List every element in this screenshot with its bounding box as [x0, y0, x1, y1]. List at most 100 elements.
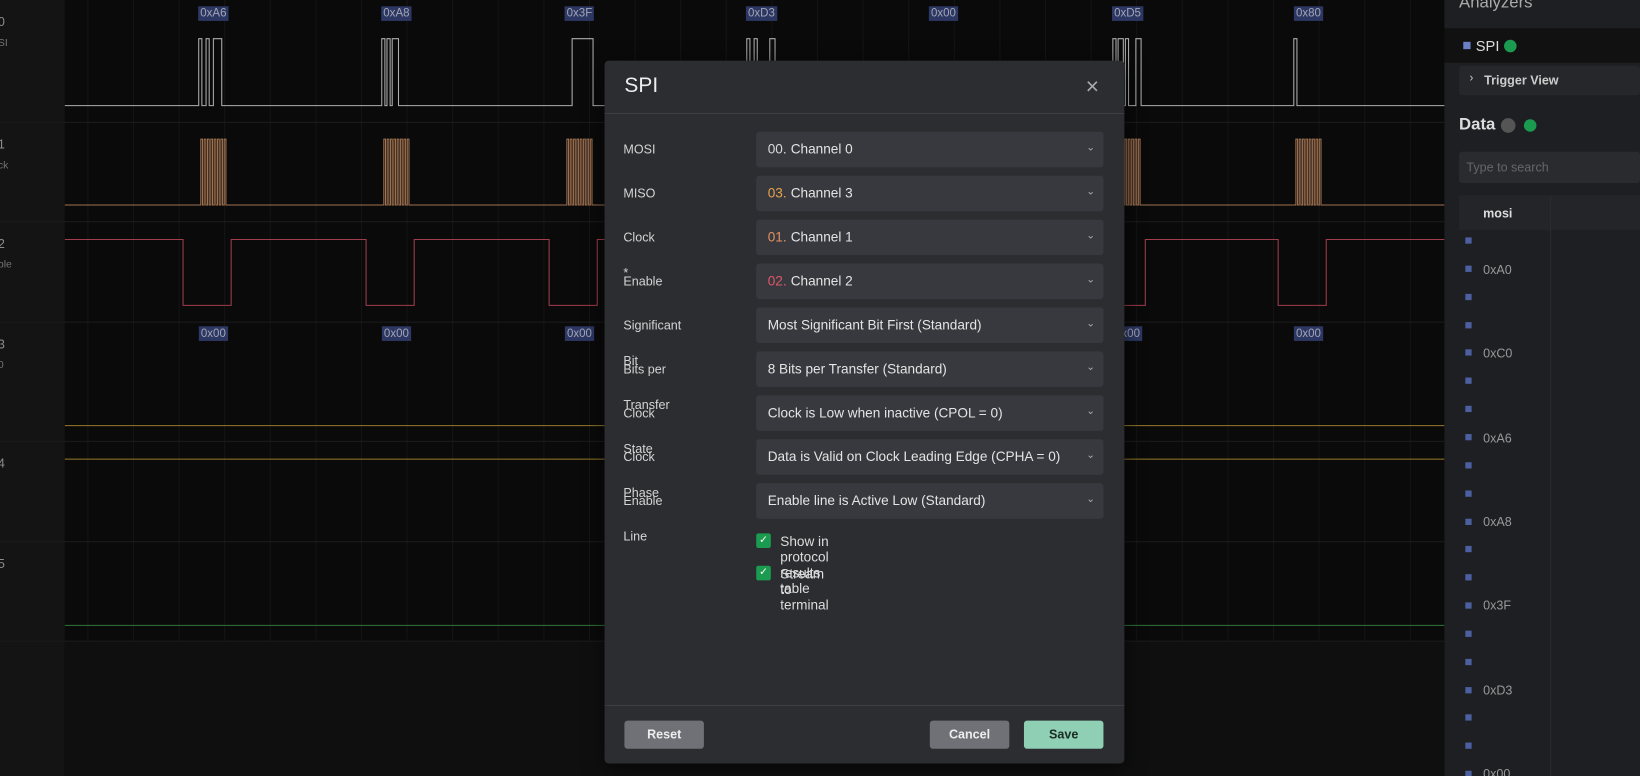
select-value: Channel 0	[790, 141, 853, 157]
channel-name: 0	[0, 360, 4, 372]
mosi-wave	[64, 38, 1445, 107]
select[interactable]: Most Significant Bit First (Standard) ⌄	[756, 307, 1104, 344]
row-marker	[1465, 630, 1472, 637]
checkbox[interactable]: ✓	[756, 533, 771, 549]
decoded-mosi: 0x80	[1293, 6, 1324, 21]
checkbox-label: Stream to terminal	[780, 565, 829, 613]
data-row: 0xA8	[1483, 514, 1512, 530]
divider	[604, 112, 1125, 114]
search-box[interactable]: Type to search	[1459, 151, 1640, 184]
analyzer-name: SPI	[1475, 37, 1500, 55]
row-marker	[1465, 574, 1472, 581]
divider	[604, 704, 1125, 706]
field-label: MOSI	[623, 142, 656, 157]
data-row: 0xD3	[1483, 682, 1513, 698]
field-label: Clock State	[623, 405, 655, 456]
select-value: Data is Valid on Clock Leading Edge (CPH…	[767, 448, 1061, 465]
channel-number: 03.	[767, 185, 787, 201]
select-value: 8 Bits per Transfer (Standard)	[767, 360, 947, 377]
decoded-miso: 0x00	[381, 326, 411, 341]
chevron: ⌄	[1086, 493, 1096, 506]
select-value: Channel 2	[790, 272, 853, 289]
analyzers-heading: Analyzers	[1459, 0, 1533, 12]
chevron: ›	[1469, 72, 1474, 85]
data-row: 0xA0	[1483, 262, 1512, 278]
row-marker	[1465, 546, 1472, 553]
chevron: ⌄	[1086, 405, 1096, 418]
field-label: Enable Line	[623, 493, 663, 544]
row-marker	[1465, 490, 1472, 497]
channel-name: SI	[0, 37, 8, 50]
chevron: ⌄	[1086, 274, 1096, 286]
row-marker	[1465, 714, 1472, 722]
select[interactable]: 02. Channel 2 ⌄	[756, 263, 1104, 300]
channel-index: 0	[0, 15, 5, 30]
row-marker	[1465, 349, 1472, 356]
channel-index: 1	[0, 137, 5, 152]
decoded-mosi: 0x3F	[564, 6, 595, 21]
select[interactable]: 03. Channel 3 ⌄	[756, 175, 1104, 212]
data-row: 0x00	[1483, 766, 1511, 776]
field-label: Enable	[623, 274, 663, 289]
channel-name: ble	[0, 259, 12, 271]
select[interactable]: Enable line is Active Low (Standard) ⌄	[756, 483, 1104, 519]
analyzer-row[interactable]: SPI	[1444, 28, 1640, 63]
field-label: Bits per Transfer	[623, 361, 670, 413]
data-row: 0xC0	[1483, 346, 1513, 362]
data-row: 0x3F	[1483, 598, 1512, 614]
column-divider	[1550, 195, 1552, 776]
info-icon[interactable]	[1500, 118, 1516, 133]
chevron: ⌄	[1086, 142, 1096, 154]
channel-number: 00.	[767, 141, 787, 157]
field-label: Clock Phase	[623, 449, 659, 500]
select[interactable]: 01. Channel 1 ⌄	[756, 219, 1104, 256]
close-button[interactable]: ×	[1085, 73, 1100, 100]
save-button[interactable]: Save	[1023, 720, 1104, 749]
spi-dialog: SPI × MOSI 00. Channel 0 ⌄ MISO 03. Channel 3 ⌄…	[604, 60, 1125, 764]
decoded-mosi: 0xD3	[745, 6, 777, 21]
field-label: MISO	[623, 186, 656, 201]
channel-name: ck	[0, 160, 9, 172]
row-marker	[1465, 237, 1472, 244]
ok-icon	[1523, 119, 1537, 132]
select[interactable]: 00. Channel 0 ⌄	[756, 131, 1104, 168]
search-placeholder: Type to search	[1466, 160, 1549, 175]
select-value: Most Significant Bit First (Standard)	[767, 316, 982, 333]
select-value: Channel 3	[790, 185, 853, 201]
dialog-title: SPI	[624, 74, 659, 98]
channel-number: 02.	[767, 272, 787, 289]
row-marker	[1465, 433, 1472, 441]
field-label: Significant Bit	[623, 317, 682, 369]
row-marker	[1465, 462, 1472, 469]
decoded-miso: 0x00	[564, 326, 595, 341]
row-marker	[1465, 265, 1472, 272]
row-marker	[1465, 321, 1472, 328]
checkbox[interactable]: ✓	[756, 565, 771, 581]
select[interactable]: Data is Valid on Clock Leading Edge (CPH…	[756, 439, 1104, 475]
row-marker	[1465, 770, 1472, 776]
decoded-mosi: 0xD5	[1111, 6, 1144, 21]
data-row: 0xA6	[1483, 430, 1512, 446]
field-label: Clock *	[623, 230, 655, 281]
sidebar: Analyzers SPI › Trigger View Data Type t…	[1444, 0, 1640, 776]
chevron: ⌄	[1086, 449, 1096, 462]
row-marker	[1465, 405, 1472, 413]
select-value: Channel 1	[790, 229, 853, 245]
ok-icon	[1504, 39, 1517, 53]
cancel-button[interactable]: Cancel	[929, 720, 1010, 749]
chevron: ⌄	[1086, 317, 1096, 330]
channel-index: 5	[0, 556, 5, 571]
data-heading: Data	[1459, 116, 1496, 134]
reset-button[interactable]: Reset	[624, 720, 704, 749]
select[interactable]: 8 Bits per Transfer (Standard) ⌄	[756, 351, 1104, 387]
decoded-miso: 0x00	[198, 326, 228, 341]
column-header: mosi	[1483, 206, 1513, 221]
chevron: ⌄	[1086, 361, 1096, 374]
trigger-view[interactable]: › Trigger View	[1459, 65, 1640, 96]
row-marker	[1465, 377, 1472, 385]
select-value: Enable line is Active Low (Standard)	[767, 492, 986, 509]
analyzer-color	[1463, 41, 1471, 50]
channel-index: 3	[0, 337, 5, 352]
select[interactable]: Clock is Low when inactive (CPOL = 0) ⌄	[756, 395, 1104, 431]
